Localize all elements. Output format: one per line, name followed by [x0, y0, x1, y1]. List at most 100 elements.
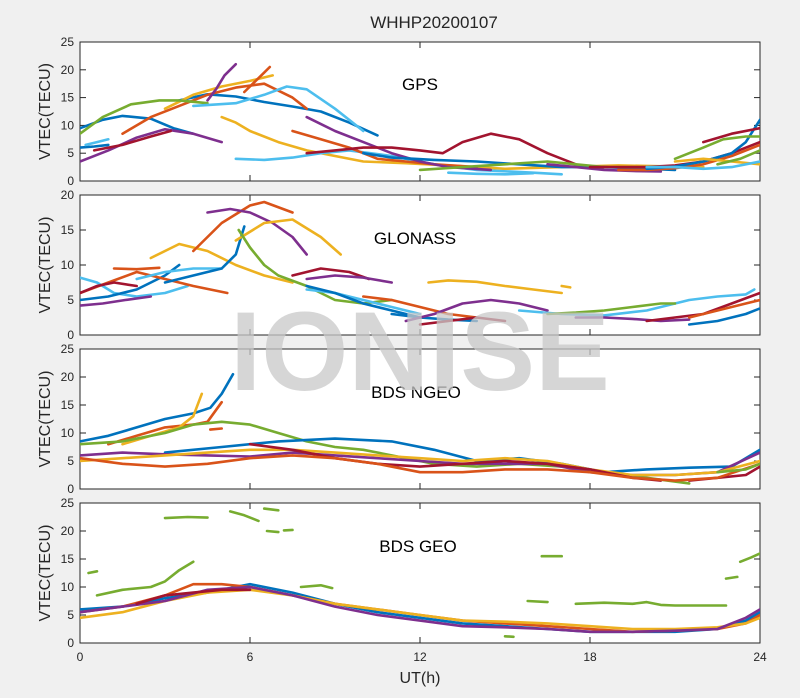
series-line-24: [546, 302, 677, 316]
series-line-3: [209, 427, 223, 431]
series-line-19: [446, 171, 535, 176]
y-tick-label: 5: [67, 454, 74, 468]
series-line-18: [427, 279, 564, 295]
series-line-27: [701, 126, 760, 144]
series-line-16: [80, 588, 760, 631]
series-line-18: [418, 160, 606, 172]
series-line-18: [135, 588, 252, 606]
y-tick-label: 10: [61, 258, 75, 272]
y-tick-label: 20: [61, 63, 75, 77]
series-line-5: [265, 529, 280, 534]
series-line-19: [560, 284, 572, 289]
series-line-24: [673, 135, 760, 161]
y-tick-label: 15: [61, 398, 75, 412]
panel-3: 0 6 12 18 24 0 5 10 15 20 25 VTEC(TECU) BDS GEO: [37, 496, 767, 664]
series-line-6: [282, 528, 294, 532]
series-line-3: [80, 281, 138, 295]
series-line-0: [80, 276, 189, 298]
x-tick-label: 6: [247, 650, 254, 664]
series-line-28: [716, 149, 760, 166]
y-tick-label: 0: [67, 328, 74, 342]
series-line-2: [121, 82, 309, 135]
series-line-17: [361, 295, 479, 319]
series-group: [80, 200, 760, 326]
figure-title: WHHP20200107: [370, 13, 498, 32]
series-line-14: [305, 274, 394, 284]
y-axis-label: VTEC(TECU): [37, 371, 54, 468]
series-line-26: [687, 307, 760, 326]
series-line-11: [574, 600, 728, 607]
series-line-4: [80, 295, 153, 307]
series-line-2: [163, 515, 209, 520]
x-tick-label: 0: [77, 650, 84, 664]
series-line-11: [84, 138, 110, 147]
panel-label: BDS NGEO: [371, 383, 461, 402]
panel-1: 0 5 10 15 20 VTEC(TECU) GLONASS: [37, 188, 761, 342]
series-group: [80, 507, 760, 639]
series-line-25: [673, 157, 760, 166]
y-tick-label: 15: [61, 223, 75, 237]
series-line-7: [80, 448, 760, 477]
series-line-4: [80, 99, 209, 135]
series-line-16: [305, 132, 578, 166]
y-tick-label: 20: [61, 524, 75, 538]
y-axis-label: VTEC(TECU): [37, 63, 54, 160]
series-line-5: [192, 85, 365, 133]
series-line-13: [738, 552, 760, 564]
series-line-26: [645, 160, 760, 171]
series-group: [80, 372, 760, 485]
x-axis-label: UT(h): [400, 670, 441, 687]
series-line-10: [206, 207, 309, 256]
series-line-13: [291, 267, 371, 281]
y-tick-label: 25: [61, 496, 75, 510]
series-line-28: [687, 298, 760, 319]
y-tick-label: 15: [61, 552, 75, 566]
x-tick-label: 12: [413, 650, 427, 664]
series-line-25: [574, 316, 691, 323]
series-line-7: [135, 267, 223, 281]
series-line-12: [724, 575, 739, 580]
series-line-11: [234, 218, 343, 256]
series-line-0: [80, 372, 235, 443]
panel-label: GPS: [402, 75, 438, 94]
y-axis-label: VTEC(TECU): [37, 217, 54, 314]
y-tick-label: 15: [61, 91, 75, 105]
y-tick-label: 25: [61, 35, 75, 49]
series-line-22: [418, 316, 507, 326]
panel-label: BDS GEO: [379, 537, 456, 556]
series-line-8: [248, 442, 663, 482]
panels: 0 5 10 15 20 25 VTEC(TECU) GPS 0 5 10 15 20 VTEC(TECU…: [37, 35, 767, 664]
y-tick-label: 10: [61, 118, 75, 132]
series-line-8: [206, 62, 238, 102]
series-line-1: [95, 560, 195, 597]
y-tick-label: 20: [61, 188, 75, 202]
x-tick-label: 18: [583, 650, 597, 664]
panel-2: 0 5 10 15 20 25 VTEC(TECU) BDS NGEO: [37, 342, 761, 496]
series-line-5: [112, 266, 161, 271]
series-line-10: [80, 143, 110, 149]
series-line-3: [228, 510, 260, 523]
series-line-22: [616, 143, 760, 172]
series-line-6: [149, 242, 294, 284]
series-line-21: [404, 298, 549, 323]
series-line-9: [192, 200, 294, 253]
series-line-0: [87, 569, 99, 575]
y-tick-label: 20: [61, 370, 75, 384]
axes-frame: [79, 502, 761, 644]
y-tick-label: 25: [61, 342, 75, 356]
series-line-10: [80, 454, 760, 482]
y-tick-label: 5: [67, 608, 74, 622]
y-axis-label: VTEC(TECU): [37, 525, 54, 622]
y-tick-label: 5: [67, 146, 74, 160]
series-line-12: [220, 115, 705, 171]
series-line-4: [262, 507, 280, 512]
series-line-16: [305, 284, 422, 319]
series-line-7: [299, 583, 334, 590]
x-tick-label: 24: [753, 650, 767, 664]
series-line-8: [163, 225, 246, 284]
panel-label: GLONASS: [374, 229, 456, 248]
series-line-9: [526, 599, 549, 604]
y-tick-label: 10: [61, 580, 75, 594]
panel-0: 0 5 10 15 20 25 VTEC(TECU) GPS: [37, 35, 761, 188]
